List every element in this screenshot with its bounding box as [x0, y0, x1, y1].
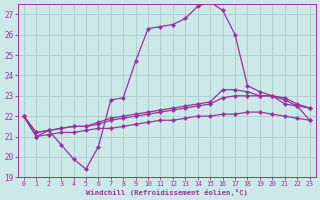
- X-axis label: Windchill (Refroidissement éolien,°C): Windchill (Refroidissement éolien,°C): [86, 189, 248, 196]
